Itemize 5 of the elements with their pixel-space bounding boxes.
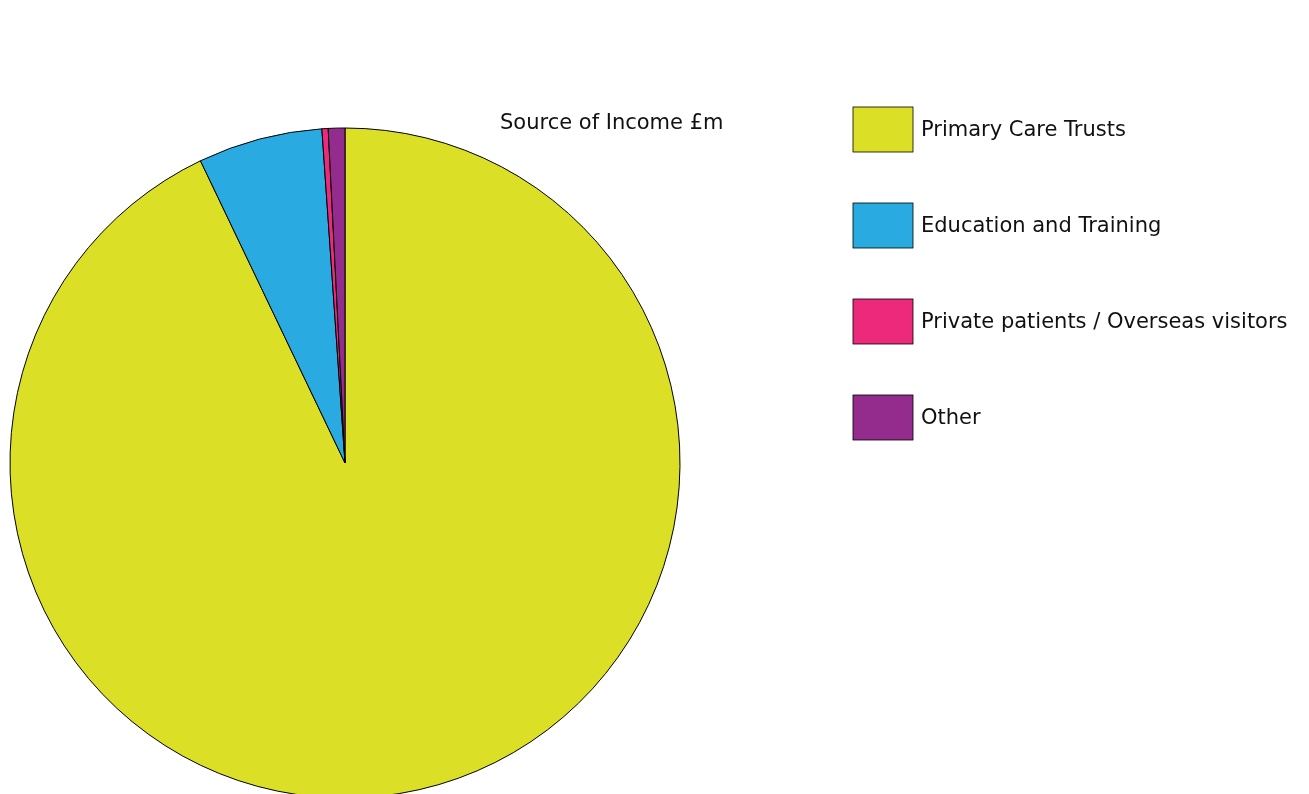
legend-label: Education and Training (921, 213, 1162, 237)
legend-label: Primary Care Trusts (921, 117, 1126, 141)
legend-label: Other (921, 405, 981, 429)
legend-label: Private patients / Overseas visitors (921, 309, 1288, 333)
chart-title: Source of Income £m (500, 110, 724, 134)
